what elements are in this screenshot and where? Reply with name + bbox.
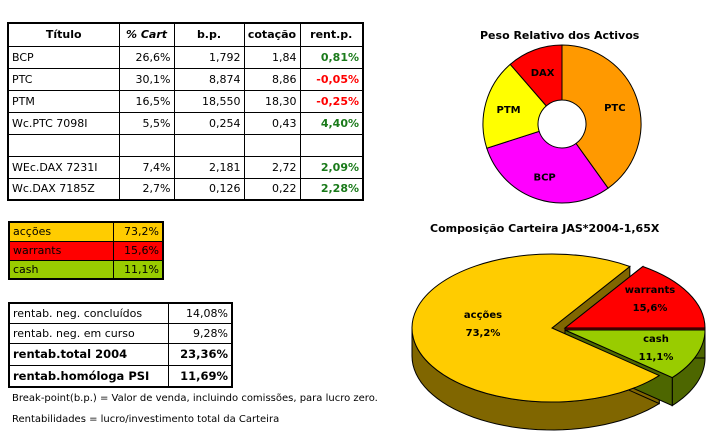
returns-label: rentab.total 2004 bbox=[8, 342, 169, 366]
holdings-header-row: Título % Cart b.p. cotação rent.p. bbox=[7, 22, 364, 47]
pie-label-category: acções bbox=[464, 310, 502, 321]
allocation-row: cash 11,1% bbox=[8, 259, 164, 280]
cell-rent: 2,09% bbox=[299, 155, 364, 179]
donut-label: DAX bbox=[531, 68, 555, 79]
returns-value: 9,28% bbox=[167, 322, 233, 344]
cell-cotacao: 0,43 bbox=[243, 111, 301, 135]
donut-label: PTC bbox=[604, 103, 626, 114]
pie-label-value: 73,2% bbox=[466, 328, 501, 339]
allocation-label: cash bbox=[8, 259, 114, 280]
returns-label: rentab. neg. concluídos bbox=[8, 302, 169, 324]
returns-row: rentab.homóloga PSI 11,69% bbox=[8, 364, 233, 388]
pie-label-category: cash bbox=[643, 334, 669, 345]
allocation-label: warrants bbox=[8, 240, 114, 261]
cell-rent: 0,81% bbox=[299, 45, 364, 69]
holdings-row: Wc.PTC 7098I 5,5% 0,254 0,43 4,40% bbox=[7, 111, 364, 135]
pie-slice-0 bbox=[411, 253, 661, 403]
cell-bp: 2,181 bbox=[173, 155, 245, 179]
cell-bp: 0,126 bbox=[173, 177, 245, 201]
cell-rent: 4,40% bbox=[299, 111, 364, 135]
donut-slice-ptc bbox=[561, 44, 642, 189]
holdings-table: Título % Cart b.p. cotação rent.p. BCP 26… bbox=[7, 22, 364, 201]
returns-row: rentab. neg. concluídos 14,08% bbox=[8, 302, 233, 324]
holdings-row: WEc.DAX 7231I 7,4% 2,181 2,72 2,09% bbox=[7, 155, 364, 179]
allocation-value: 11,1% bbox=[112, 259, 164, 280]
returns-row: rentab.total 2004 23,36% bbox=[8, 342, 233, 366]
donut-label: PTM bbox=[496, 105, 520, 116]
donut-slice-ptm bbox=[482, 63, 547, 149]
pie-label-category: warrants bbox=[625, 285, 675, 296]
allocation-row: warrants 15,6% bbox=[8, 240, 164, 261]
pie-label-value: 15,6% bbox=[633, 303, 668, 314]
donut-slice-dax bbox=[509, 44, 563, 107]
header-cart: % Cart bbox=[118, 22, 175, 47]
holdings-row: Wc.DAX 7185Z 2,7% 0,126 0,22 2,28% bbox=[7, 177, 364, 201]
cell-cotacao: 18,30 bbox=[243, 89, 301, 113]
cell-rent: 2,28% bbox=[299, 177, 364, 201]
returns-label: rentab. neg. em curso bbox=[8, 322, 169, 344]
cell-rent: -0,05% bbox=[299, 67, 364, 91]
returns-row: rentab. neg. em curso 9,28% bbox=[8, 322, 233, 344]
rentabilidades-note: Rentabilidades = lucro/investimento tota… bbox=[12, 414, 280, 425]
cell-cart: 26,6% bbox=[118, 45, 175, 69]
returns-value: 11,69% bbox=[167, 364, 233, 388]
holdings-row: BCP 26,6% 1,792 1,84 0,81% bbox=[7, 45, 364, 69]
donut-label: BCP bbox=[533, 173, 555, 184]
donut-chart-title: Peso Relativo dos Activos bbox=[480, 29, 640, 42]
returns-table: rentab. neg. concluídos 14,08% rentab. neg… bbox=[8, 302, 233, 388]
cell-titulo: PTM bbox=[7, 89, 120, 113]
allocation-table: acções 73,2% warrants 15,6% cash 11,1% bbox=[8, 221, 164, 280]
returns-label: rentab.homóloga PSI bbox=[8, 364, 169, 388]
donut-chart: PTC BCP PTM DAX bbox=[482, 44, 642, 204]
pie-chart-title: Composição Carteira JAS*2004-1,65X bbox=[430, 222, 660, 235]
cell-titulo: Wc.DAX 7185Z bbox=[7, 177, 120, 201]
cell-bp: 0,254 bbox=[173, 111, 245, 135]
composition-pie-chart: acções 73,2% warrants 15,6% cash 11,1% bbox=[411, 253, 706, 431]
allocation-value: 73,2% bbox=[112, 221, 164, 242]
pie-label-value: 11,1% bbox=[639, 352, 674, 363]
breakpoint-note: Break-point(b.p.) = Valor de venda, incl… bbox=[12, 393, 378, 404]
cell-cotacao: 8,86 bbox=[243, 67, 301, 91]
pie-slice-1 bbox=[563, 265, 706, 329]
pie-slice-2 bbox=[564, 329, 706, 379]
donut-slice-bcp bbox=[486, 130, 609, 204]
